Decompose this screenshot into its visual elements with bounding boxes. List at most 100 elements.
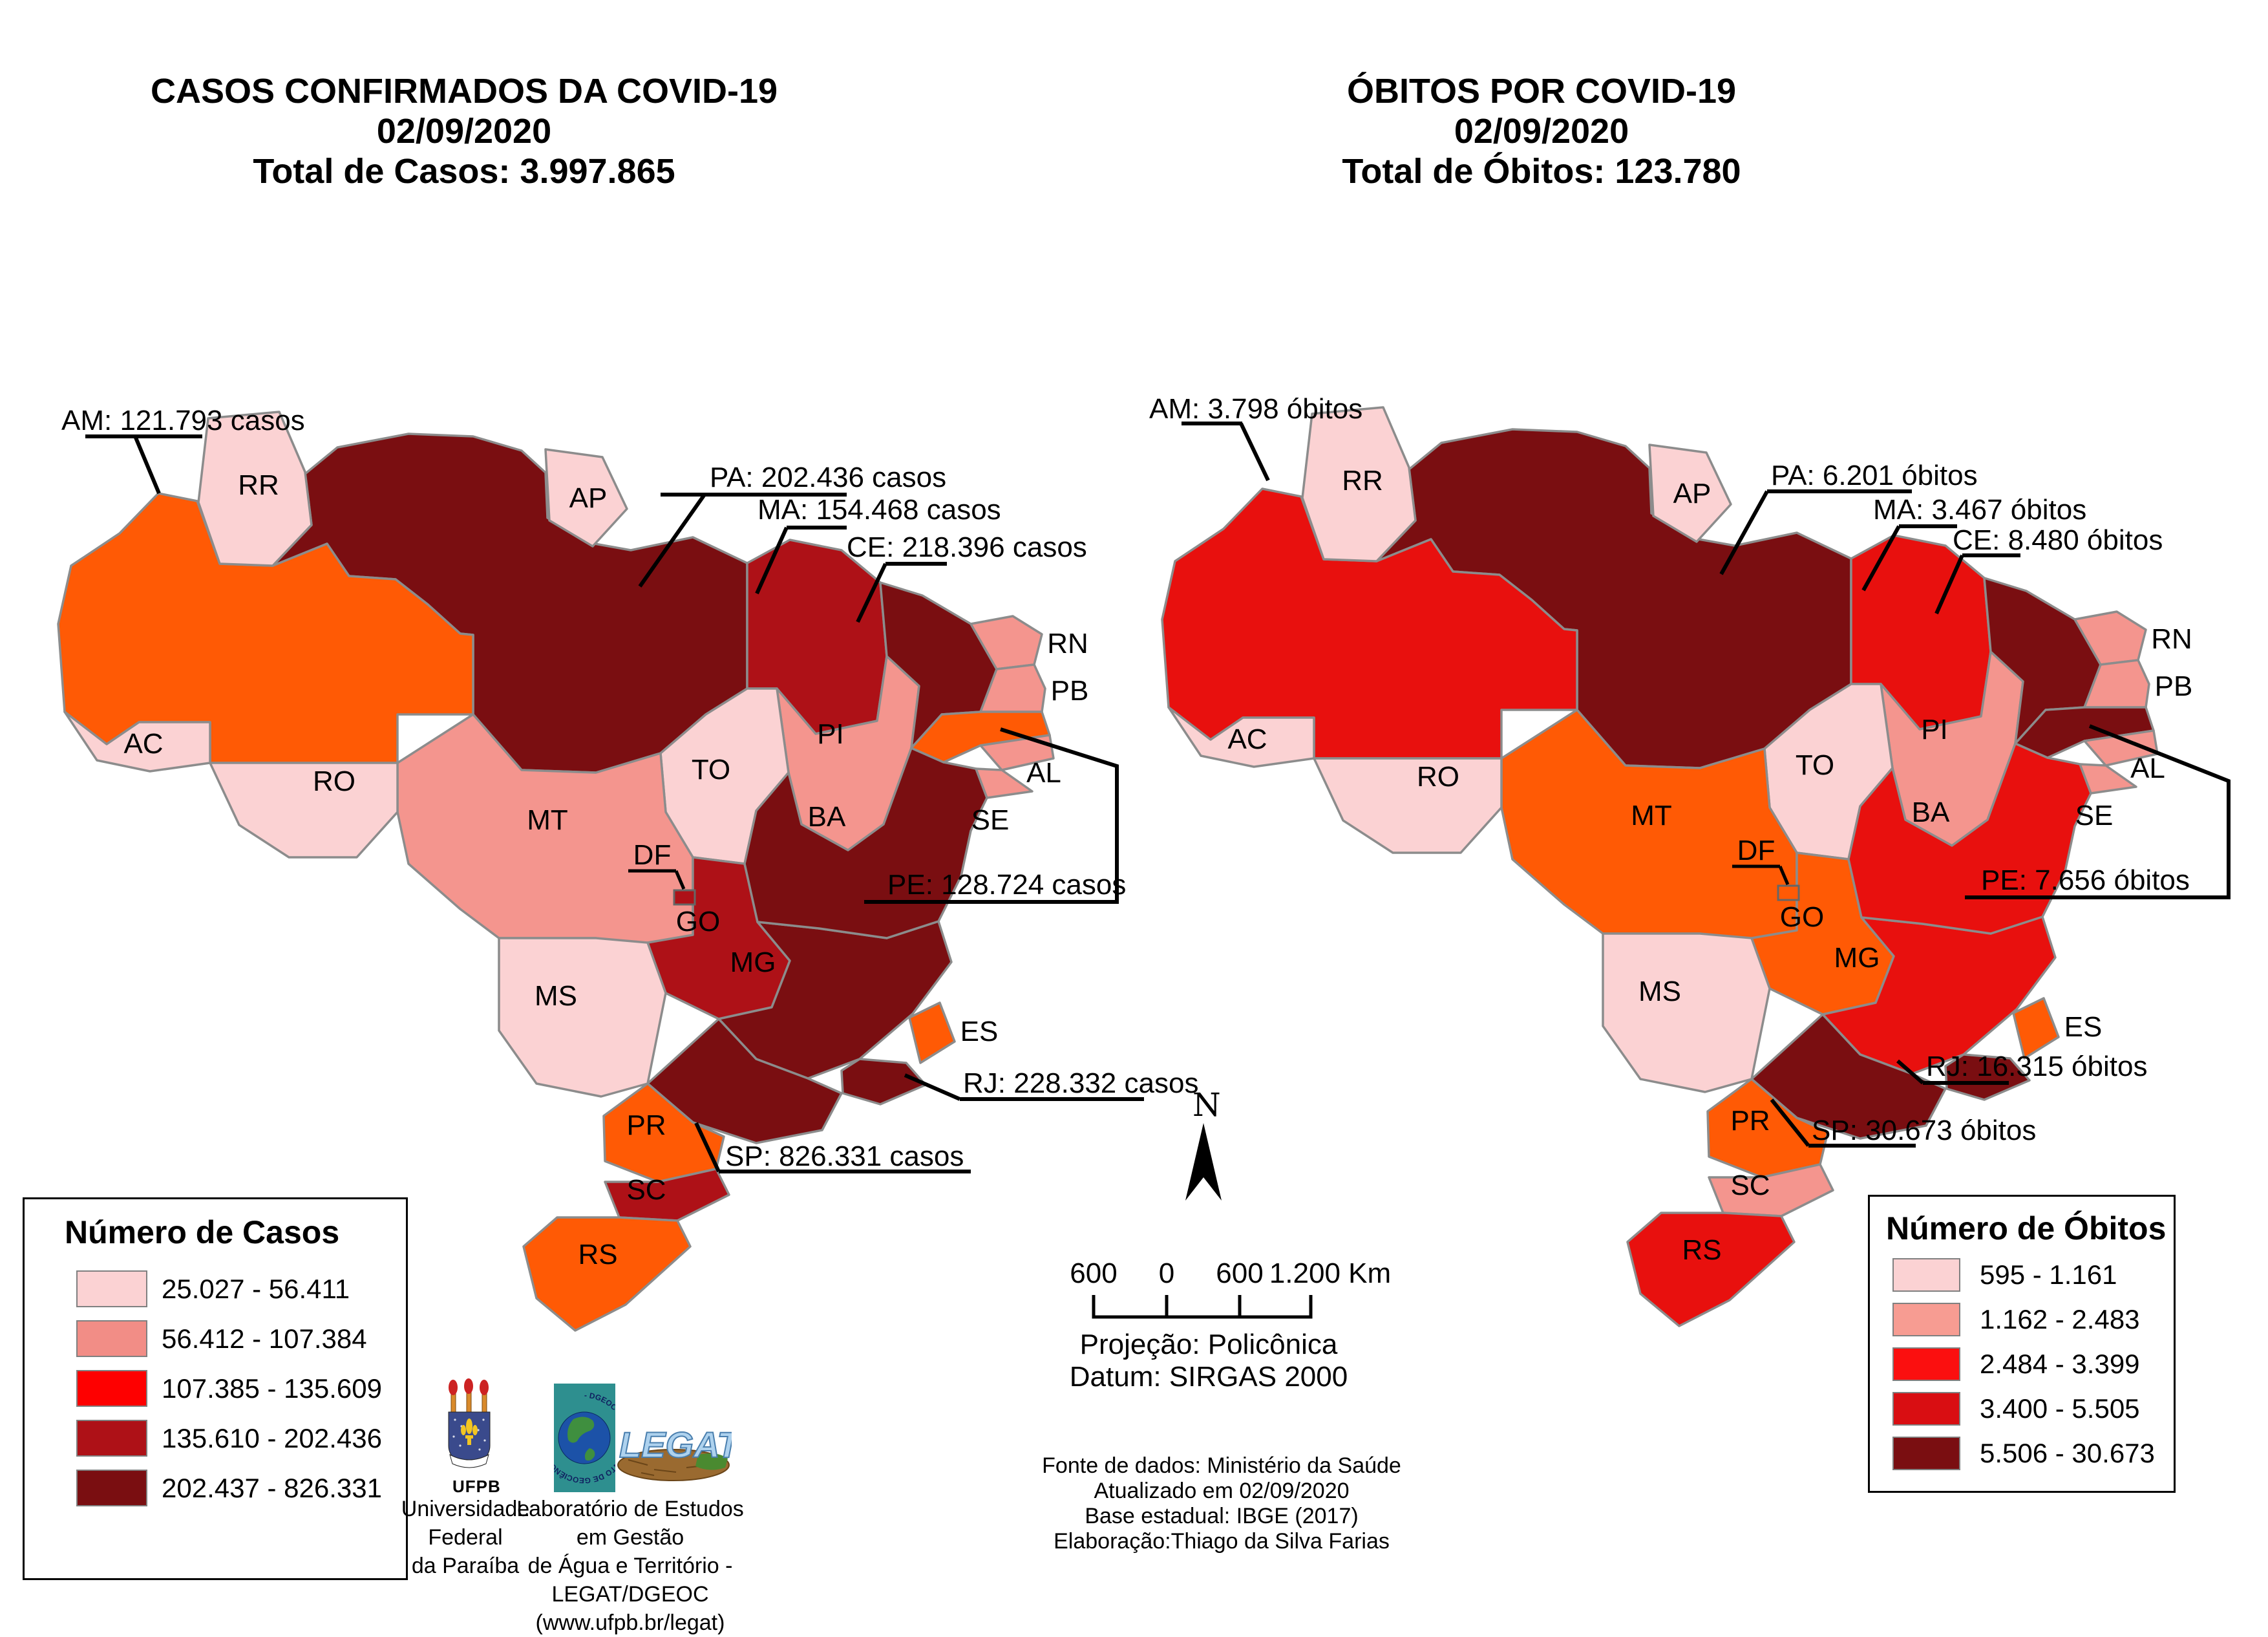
callout-leader-AM [1239,422,1270,482]
callout-leader-CE [856,562,887,623]
ufpb-caption-line1: Universidade Federal [401,1497,530,1550]
state-RN [2073,610,2147,666]
state-label-MG: MG [1834,942,1880,974]
state-PE [2014,706,2155,759]
state-label-RO: RO [1417,761,1459,793]
ufpb-caption-line2: da Paraíba [411,1554,520,1578]
callout-label-AM: AM: 3.798 óbitos [1149,393,1362,425]
legend-label-4: 3.400 - 5.505 [1980,1393,2140,1424]
state-AC [63,711,211,773]
state-BA [743,747,988,939]
state-label-ES: ES [2064,1011,2103,1043]
credit-updated: Atualizado em 02/09/2020 [1094,1479,1350,1503]
state-SP [1750,1013,1947,1140]
north-arrow-icon [1185,1123,1222,1201]
state-DF [1777,884,1800,901]
state-PR [1706,1078,1829,1179]
state-label-PR: PR [1730,1105,1770,1137]
state-RS [1626,1212,1796,1327]
credits-block: Fonte de dados: Ministério da Saúde Atua… [963,1453,1480,1554]
legend-swatch-5 [1892,1437,1960,1470]
state-label-MT: MT [1631,800,1672,831]
legend-label-4: 135.610 - 202.436 [162,1422,382,1453]
state-label-RS: RS [578,1239,617,1270]
state-label-RN: RN [2151,623,2192,655]
projection-line: Projeção: Policônica [1079,1329,1338,1360]
state-label-AC: AC [1227,723,1267,755]
state-PE [910,711,1051,764]
legend-obitos-title: Número de Óbitos [1886,1210,2167,1246]
legend-swatch-1 [1892,1258,1960,1292]
state-label-GO: GO [1780,901,1824,933]
callout-leader-PE [864,727,1119,904]
scale-bar [1092,1295,1313,1319]
left-map-title: CASOS CONFIRMADOS DA COVID-19 02/09/2020… [12,71,917,191]
callout-leader-RJ [1896,1059,1924,1085]
ufpb-caption: Universidade Federal da Paraíba [385,1495,546,1580]
callout-label-PA: PA: 6.201 óbitos [1771,460,1978,491]
choropleth-map-obitos: RR AP AC RO MT TO PI RN PB AL SE BA GO DF MG ES MS PR SC RS… [1149,393,2231,1327]
scale-label-4: 1.200 Km [1269,1257,1392,1289]
north-arrow-label: N [1192,1086,1221,1124]
choropleth-map-casos: RR AP AC RO MT TO PI RN PB AL SE BA GO DF MG ES MS PR SC RS… [57,405,1198,1332]
legend-label-1: 25.027 - 56.411 [162,1273,350,1304]
state-AC [1167,706,1315,768]
state-RR [197,411,313,567]
state-label-MS: MS [535,980,577,1012]
state-label-BA: BA [808,801,846,833]
state-label-TO: TO [692,754,730,786]
state-label-PB: PB [2155,670,2193,702]
left-title-line1: CASOS CONFIRMADOS DA COVID-19 [150,72,778,111]
df-leader-line [674,870,686,890]
state-label-SC: SC [1730,1170,1770,1201]
legend-label-2: 1.162 - 2.483 [1980,1304,2140,1334]
callout-label-CE: CE: 8.480 óbitos [1953,524,2163,556]
legend-swatch-3 [1892,1347,1960,1381]
state-label-TO: TO [1796,749,1834,781]
legend-swatch-4 [76,1420,147,1457]
legat-caption-line1: Laboratório de Estudos em Gestão [516,1497,744,1550]
legend-swatch-5 [76,1470,147,1506]
state-MS [1602,932,1771,1093]
callout-label-SP: SP: 826.331 casos [725,1140,964,1172]
state-label-RN: RN [1047,628,1088,659]
callout-label-PA: PA: 202.436 casos [710,462,946,493]
callout-leader-CE [1934,554,1964,615]
state-label-RR: RR [238,469,279,501]
state-label-PR: PR [626,1109,666,1141]
datum-line: Datum: SIRGAS 2000 [1069,1361,1348,1393]
state-label-PI: PI [1921,714,1948,745]
callout-leader-SP [1770,1098,1810,1147]
ufpb-acronym: UFPB [452,1477,501,1496]
state-label-AL: AL [1026,757,1061,789]
dgeoc-logo: - DGEOC - DEPARTAMENTO DE GEOCIÊNCIAS - [554,1384,615,1492]
legend-swatch-1 [76,1270,147,1307]
right-map-title: ÓBITOS POR COVID-19 02/09/2020 Total de … [1089,71,1994,191]
legend-swatch-3 [76,1370,147,1407]
callout-label-RJ: RJ: 228.332 casos [963,1067,1198,1099]
state-label-AC: AC [123,728,163,760]
callout-leader-PE [1965,724,2231,899]
state-RR [1301,406,1417,562]
state-label-BA: BA [1912,797,1950,828]
legat-caption-line3: LEGAT/DGEOC (www.ufpb.br/legat) [535,1582,725,1635]
credit-author: Elaboração:Thiago da Silva Farias [1054,1529,1390,1554]
scale-label-1: 600 [1070,1257,1118,1289]
state-SE [975,767,1033,799]
state-RS [522,1216,692,1332]
state-label-AL: AL [2130,753,2165,784]
legend-label-1: 595 - 1.161 [1980,1259,2117,1290]
callout-leader-RJ [904,1073,961,1101]
state-label-AP: AP [569,482,608,514]
state-label-DF: DF [1737,835,1775,866]
legat-logo-text: LEGAT [619,1424,732,1465]
callout-label-PE: PE: 128.724 casos [887,869,1126,901]
legat-logo: LEGAT [617,1424,732,1481]
state-label-AP: AP [1673,478,1712,509]
ufpb-torches-icon [449,1378,489,1413]
state-label-DF: DF [633,839,672,871]
state-label-SE: SE [971,804,1010,836]
credit-base: Base estadual: IBGE (2017) [1085,1504,1359,1528]
state-AP [544,448,628,548]
callout-label-RJ: RJ: 16.315 óbitos [1926,1051,2147,1082]
